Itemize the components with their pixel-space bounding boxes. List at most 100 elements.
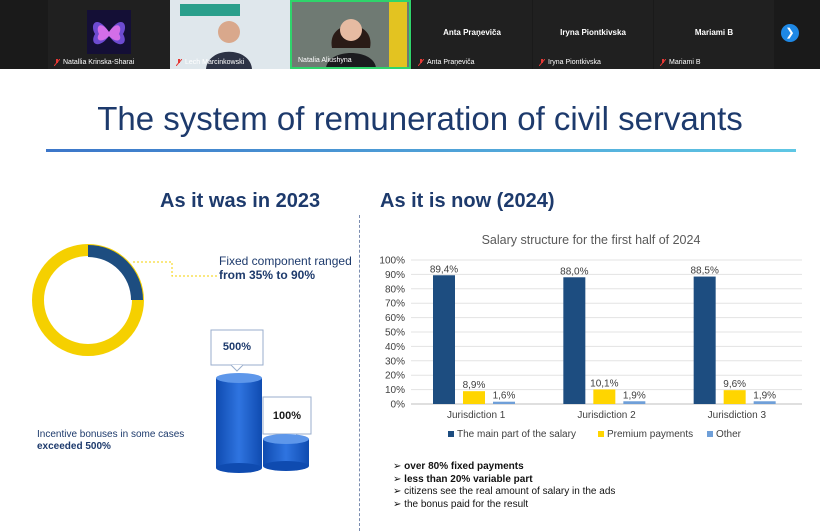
participant-name-row: Natallia Krinska-Sharai [54, 59, 134, 66]
participant-name-row: Mariami B [660, 59, 701, 66]
bonus-cylinders [210, 329, 312, 473]
legend-swatch [448, 431, 454, 437]
right-heading: As it is now (2024) [380, 190, 555, 212]
mic-muted-icon [176, 59, 182, 66]
bullet-arrow-icon: ➢ [393, 498, 405, 510]
cylinder-100-base [263, 461, 309, 471]
y-tick-label: 90% [385, 270, 405, 281]
participant-tile[interactable]: Iryna Piontkivska Iryna Piontkivska [533, 0, 653, 69]
participant-name-large: Iryna Piontkivska [560, 28, 626, 37]
mic-muted-icon [54, 59, 60, 66]
participant-name: Natalia Aliushyna [298, 57, 352, 64]
y-tick-label: 70% [385, 299, 405, 310]
mic-muted-icon [539, 59, 545, 66]
incentive-line-2: exceeded 500% [37, 441, 111, 452]
bullet-item: ➢ citizens see the real amount of salary… [393, 486, 615, 499]
legend-label: Premium payments [607, 429, 693, 440]
bar [623, 401, 646, 404]
box-500-label: 500% [222, 341, 252, 353]
video-person [206, 21, 252, 69]
chevron-right-icon: ❯ [785, 27, 795, 39]
y-tick-label: 80% [385, 284, 405, 295]
bar [693, 276, 716, 404]
x-tick-label: Jurisdiction 2 [577, 410, 636, 421]
bullet-item: ➢ the bonus paid for the result [393, 499, 615, 512]
column-divider [359, 215, 360, 531]
cylinder-500-base [216, 463, 262, 473]
y-tick-label: 40% [385, 342, 405, 353]
cylinder-100-top [263, 434, 309, 444]
bar [593, 389, 616, 404]
bullet-arrow-icon: ➢ [393, 473, 405, 485]
bullet-item: ➢ over 80% fixed payments [393, 461, 615, 474]
y-tick-label: 50% [385, 328, 405, 339]
box-100-label: 100% [272, 410, 302, 422]
y-tick-label: 0% [391, 400, 406, 411]
participant-tile[interactable]: Mariami B Mariami B [654, 0, 774, 69]
donut-callout-line [133, 261, 218, 277]
participant-tile[interactable]: Anta Praņeviča Anta Praņeviča [412, 0, 532, 69]
donut-accent-segment [88, 245, 143, 300]
cylinder-500-top [216, 373, 262, 383]
fixed-line-2: from 35% to 90% [219, 268, 316, 282]
butterfly-avatar [87, 10, 131, 54]
legend-swatch [598, 431, 604, 437]
participant-name-row: Anta Praņeviča [418, 59, 474, 66]
bullet-item: ➢ less than 20% variable part [393, 474, 615, 487]
fixed-line-1: Fixed component ranged [219, 254, 352, 268]
chart-title: Salary structure for the first half of 2… [482, 233, 701, 247]
participant-name: Natallia Krinska-Sharai [63, 59, 135, 66]
title-underline [46, 149, 796, 152]
data-label: 88,0% [560, 266, 588, 277]
data-label: 89,4% [430, 264, 458, 275]
fixed-component-donut [32, 244, 218, 356]
flag-background [389, 2, 407, 67]
bar [463, 391, 485, 404]
participant-name-large: Anta Praņeviča [443, 28, 501, 37]
bar [433, 275, 455, 404]
bullet-list: ➢ over 80% fixed payments ➢ less than 20… [393, 461, 615, 511]
bar [493, 401, 515, 404]
box-500-pointer [230, 364, 244, 372]
slide-title: The system of remuneration of civil serv… [97, 100, 743, 137]
next-participants-button[interactable]: ❯ [781, 24, 799, 42]
bullet-text: the bonus paid for the result [404, 498, 529, 510]
legend-label: Other [716, 429, 742, 440]
bar [753, 401, 776, 404]
video-person [326, 19, 376, 67]
salary-structure-chart: Salary structure for the first half of 2… [379, 233, 802, 440]
data-label: 10,1% [590, 378, 618, 389]
bullet-text: over 80% fixed payments [404, 461, 524, 472]
x-tick-label: Jurisdiction 3 [708, 410, 767, 421]
participant-name-row: Lech Marcinkowski [176, 59, 244, 66]
participant-name-large: Mariami B [694, 28, 734, 37]
participant-name: Iryna Piontkivska [548, 59, 601, 66]
bullet-arrow-icon: ➢ [393, 486, 405, 497]
cylinder-500-body [216, 378, 262, 468]
data-label: 8,9% [463, 380, 486, 391]
mic-muted-icon [660, 59, 666, 66]
left-heading: As it was in 2023 [160, 190, 321, 212]
participant-tile-active[interactable]: Natalia Aliushyna [290, 0, 411, 69]
participant-name: Anta Praņeviča [427, 59, 475, 66]
data-label: 1,6% [493, 391, 516, 402]
legend-swatch [707, 431, 713, 437]
data-label: 88,5% [690, 266, 718, 277]
participant-tile[interactable]: Lech Marcinkowski [170, 0, 290, 69]
box-500 [210, 329, 264, 366]
background-banner [180, 4, 240, 16]
bar [723, 390, 746, 404]
incentive-text: Incentive bonuses in some cases exceeded… [37, 429, 184, 453]
y-tick-label: 10% [385, 385, 405, 396]
participant-name: Lech Marcinkowski [185, 59, 245, 66]
participant-tile[interactable]: Natallia Krinska-Sharai [48, 0, 170, 69]
y-tick-label: 30% [385, 356, 405, 367]
y-tick-label: 20% [385, 371, 405, 382]
mic-muted-icon [418, 59, 424, 66]
bullet-text: less than 20% variable part [404, 473, 533, 485]
bullet-text: citizens see the real amount of salary i… [404, 486, 616, 497]
fixed-component-text: Fixed component ranged from 35% to 90% [219, 254, 352, 282]
bullet-arrow-icon: ➢ [393, 461, 405, 472]
incentive-line-1: Incentive bonuses in some cases [37, 429, 185, 440]
y-tick-label: 60% [385, 313, 405, 324]
